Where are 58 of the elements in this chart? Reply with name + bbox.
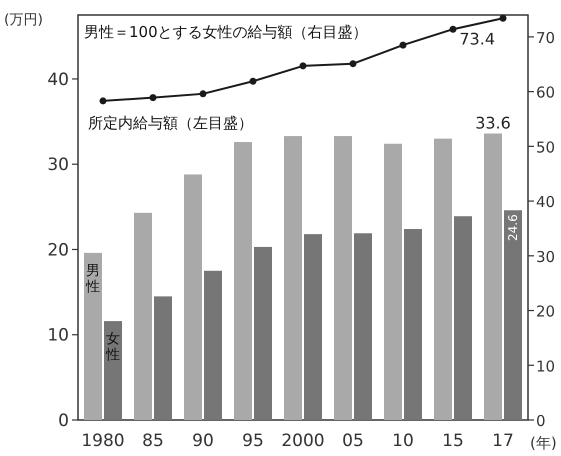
bar	[404, 229, 422, 420]
y2-tick-label: 30	[536, 248, 556, 266]
x-tick-label: 1980	[81, 431, 125, 451]
y-tick-label: 0	[58, 411, 69, 431]
bar	[154, 296, 172, 420]
point	[300, 62, 306, 70]
bar	[84, 252, 102, 420]
bar	[304, 234, 322, 420]
x-tick-label: 85	[142, 431, 164, 451]
x-tick-label: 05	[342, 431, 364, 451]
y2-tick-label: 0	[536, 412, 546, 430]
bar	[334, 136, 352, 420]
y-tick-label: 40	[47, 70, 69, 90]
point	[500, 14, 506, 22]
point	[400, 42, 406, 49]
x-tick-label: 17	[492, 431, 514, 451]
point	[150, 94, 156, 102]
series-label: 男性	[85, 262, 100, 295]
bar	[504, 210, 522, 420]
bar	[184, 174, 202, 420]
annotation: 所定内給与額（左目盛）	[88, 114, 253, 132]
bar	[134, 212, 152, 420]
x-tick-label: 2000	[281, 431, 325, 451]
bar	[254, 246, 272, 420]
bar	[384, 144, 402, 420]
y-axis-title: (万円)	[4, 12, 43, 28]
y2-tick-label: 50	[536, 138, 556, 156]
series-label: 女性	[105, 331, 120, 364]
point	[350, 60, 356, 68]
data-label: 24.6	[506, 214, 520, 241]
y-tick-label: 30	[47, 155, 69, 176]
x-tick-label: 95	[242, 431, 264, 451]
x-tick-label: 15	[442, 431, 464, 451]
x-axis-title: (年)	[530, 434, 557, 452]
point	[200, 90, 206, 98]
point	[450, 26, 456, 33]
x-tick-label: 10	[392, 431, 414, 451]
y2-tick-label: 60	[536, 84, 556, 102]
bar	[454, 216, 472, 420]
bar	[234, 142, 252, 420]
bar	[354, 233, 372, 420]
y-tick-label: 20	[47, 240, 69, 260]
y-tick-label: 10	[47, 326, 69, 346]
data-label: 33.6	[475, 114, 511, 133]
bar	[284, 136, 302, 420]
data-label: 73.4	[459, 29, 495, 48]
y2-tick-label: 20	[536, 302, 556, 321]
y2-tick-label: 70	[536, 28, 556, 47]
point	[100, 97, 106, 104]
y2-tick-label: 10	[536, 357, 556, 376]
series-label: 男性＝100とする女性の給与額（右目盛）	[84, 23, 368, 41]
x-tick-label: 90	[192, 431, 214, 451]
point	[250, 78, 256, 85]
bar	[484, 134, 502, 420]
bar	[434, 138, 452, 420]
y2-tick-label: 40	[536, 193, 556, 212]
bar	[204, 270, 222, 420]
bar	[104, 321, 122, 420]
